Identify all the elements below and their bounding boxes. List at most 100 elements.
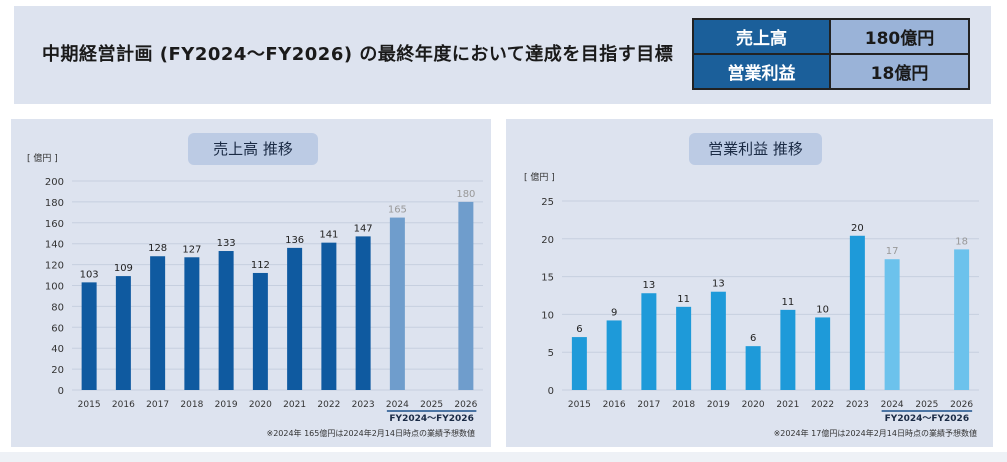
data-label: 128 xyxy=(148,243,167,254)
y-axis-label: [ 億円 ] xyxy=(27,152,58,164)
data-label: 13 xyxy=(712,279,725,290)
chart-title: 営業利益 推移 xyxy=(689,133,822,165)
bar xyxy=(710,291,726,390)
bar xyxy=(287,247,303,390)
target-row-profit: 営業利益 18億円 xyxy=(692,53,970,90)
target-label: 営業利益 xyxy=(692,53,831,90)
forecast-bracket-label: FY2024〜FY2026 xyxy=(885,414,969,424)
data-label: 112 xyxy=(251,260,270,271)
bottom-strip xyxy=(0,452,1007,462)
x-tick-label: 2020 xyxy=(742,400,765,410)
bar xyxy=(81,282,97,390)
bar xyxy=(252,272,268,390)
sales-chart-panel: [ 億円 ] 0 20 40 60 80 100 120 140 160 180 200 2015 103… xyxy=(11,119,491,447)
data-label: 11 xyxy=(782,297,795,308)
y-tick-label: 120 xyxy=(45,261,64,272)
x-tick-label: 2016 xyxy=(112,400,135,410)
bar xyxy=(815,317,831,390)
x-tick-label: 2025 xyxy=(420,400,443,410)
x-tick-label: 2025 xyxy=(915,400,938,410)
y-tick-label: 0 xyxy=(548,386,554,397)
data-label: 133 xyxy=(217,238,236,249)
x-tick-label: 2023 xyxy=(352,400,375,410)
bar xyxy=(321,242,337,390)
y-tick-label: 160 xyxy=(45,219,64,230)
data-label: 18 xyxy=(955,236,968,247)
y-tick-label: 25 xyxy=(541,197,554,208)
x-tick-label: 2021 xyxy=(776,400,799,410)
y-tick-label: 80 xyxy=(51,302,64,313)
data-label: 103 xyxy=(80,269,99,280)
data-label: 6 xyxy=(576,324,582,335)
x-tick-label: 2026 xyxy=(950,400,973,410)
bar xyxy=(218,251,234,390)
data-label: 136 xyxy=(285,235,304,246)
x-tick-label: 2019 xyxy=(215,400,238,410)
x-tick-label: 2015 xyxy=(78,400,101,410)
bar xyxy=(745,346,761,390)
profit-chart: [ 億円 ]0510152025201562016920171320181120… xyxy=(524,171,979,424)
x-tick-label: 2022 xyxy=(811,400,834,410)
bar xyxy=(355,236,371,390)
bar xyxy=(954,249,970,390)
page-headline: 中期経営計画 (FY2024〜FY2026) の最終年度において達成を目指す目標 xyxy=(42,44,674,65)
data-label: 13 xyxy=(643,280,656,291)
data-label: 180 xyxy=(456,189,475,200)
data-label: 20 xyxy=(851,223,864,234)
y-tick-label: 15 xyxy=(541,273,554,284)
data-label: 9 xyxy=(611,307,617,318)
target-label: 売上高 xyxy=(692,18,831,55)
chart-footnote: ※2024年 165億円は2024年2月14日時点の業績予想数値 xyxy=(266,429,475,438)
y-tick-label: 0 xyxy=(58,386,64,397)
y-tick-label: 20 xyxy=(51,365,64,376)
data-label: 109 xyxy=(114,263,133,274)
bar xyxy=(184,257,200,390)
chart-footnote: ※2024年 17億円は2024年2月14日時点の業績予想数値 xyxy=(773,429,977,438)
bar xyxy=(150,256,166,390)
data-label: 141 xyxy=(319,230,338,241)
bar xyxy=(115,276,131,390)
x-tick-label: 2026 xyxy=(454,400,477,410)
target-value: 18億円 xyxy=(829,53,970,90)
bar xyxy=(884,259,900,390)
x-tick-label: 2019 xyxy=(707,400,730,410)
y-tick-label: 20 xyxy=(541,235,554,246)
x-tick-label: 2024 xyxy=(881,400,904,410)
sales-chart: [ 億円 ] 0 20 40 60 80 100 120 140 160 180 200 2015 103… xyxy=(27,152,483,424)
bar xyxy=(676,306,692,390)
bar xyxy=(389,217,405,390)
bar xyxy=(458,201,474,390)
x-tick-label: 2016 xyxy=(603,400,626,410)
x-tick-label: 2017 xyxy=(146,400,169,410)
y-tick-label: 60 xyxy=(51,323,64,334)
forecast-bracket-label: FY2024〜FY2026 xyxy=(389,414,473,424)
x-tick-label: 2017 xyxy=(637,400,660,410)
chart-title: 売上高 推移 xyxy=(188,133,318,165)
data-label: 10 xyxy=(816,304,829,315)
y-axis-label: [ 億円 ] xyxy=(524,171,555,183)
x-tick-label: 2020 xyxy=(249,400,272,410)
y-tick-label: 140 xyxy=(45,240,64,251)
x-tick-label: 2024 xyxy=(386,400,409,410)
data-label: 17 xyxy=(886,246,899,257)
y-tick-label: 10 xyxy=(541,310,554,321)
target-value: 180億円 xyxy=(829,18,970,55)
data-label: 147 xyxy=(354,223,373,234)
bar xyxy=(780,309,796,390)
bar xyxy=(849,235,865,390)
y-tick-label: 100 xyxy=(45,282,64,293)
bar xyxy=(606,320,622,390)
x-tick-label: 2018 xyxy=(180,400,203,410)
y-tick-label: 180 xyxy=(45,198,64,209)
y-tick-label: 40 xyxy=(51,344,64,355)
data-label: 11 xyxy=(677,294,690,305)
target-row-sales: 売上高 180億円 xyxy=(692,18,970,55)
y-tick-label: 5 xyxy=(548,348,554,359)
x-tick-label: 2021 xyxy=(283,400,306,410)
data-label: 165 xyxy=(388,205,407,216)
x-tick-label: 2023 xyxy=(846,400,869,410)
bar xyxy=(571,337,587,390)
y-tick-label: 200 xyxy=(45,177,64,188)
x-tick-label: 2022 xyxy=(317,400,340,410)
profit-chart-panel: [ 億円 ] 0 5 10 15 20 25 2015 6 2016 9 2017 13 2018 11 20… xyxy=(506,119,993,447)
